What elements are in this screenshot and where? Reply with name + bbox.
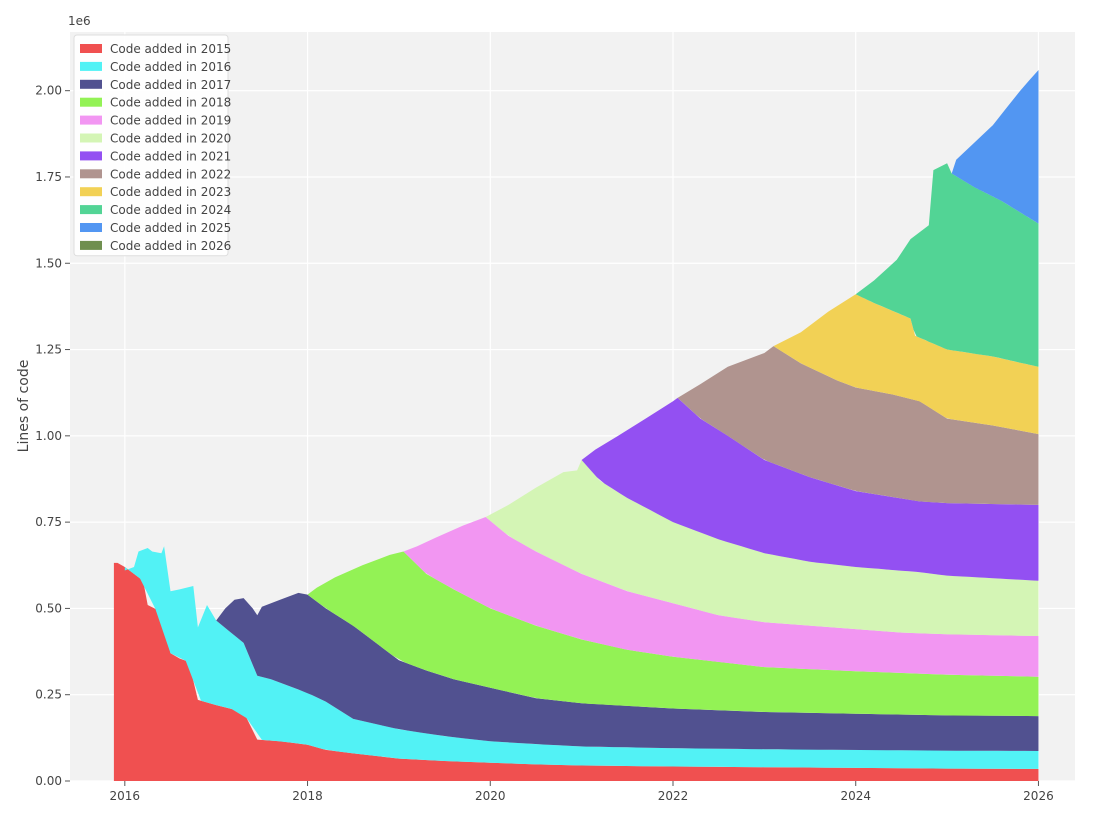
x-tick-label: 2020 [475, 789, 506, 803]
legend-swatch [80, 133, 102, 143]
legend-swatch [80, 79, 102, 89]
legend-swatch [80, 223, 102, 232]
y-tick-label: 1.50 [35, 256, 62, 270]
y-tick-label: 0.75 [35, 515, 62, 529]
x-tick-label: 2022 [658, 789, 689, 803]
axes: 2016 2018 2020 2022 2024 2026 0.00 0.25 0.50 0.75… [35, 84, 1053, 803]
legend-swatch [80, 187, 102, 197]
y-tick-label: 2.00 [35, 84, 62, 98]
y-tick-label: 1.00 [35, 429, 62, 443]
legend-label: Code added in 2025 [110, 221, 231, 235]
y-tick-label: 1.25 [35, 343, 62, 357]
x-tick-label: 2016 [110, 789, 141, 803]
area-series-2022 [677, 346, 1039, 505]
legend-swatch [80, 44, 102, 53]
area-series-2025 [951, 70, 1039, 224]
area-series-group [113, 70, 1039, 781]
legend-box [73, 34, 229, 257]
legend-label: Code added in 2022 [110, 167, 231, 181]
legend-label: Code added in 2024 [110, 203, 231, 217]
legend: Code added in 2015 Code added in 2016 Code… [73, 34, 231, 257]
legend-swatch [80, 115, 102, 125]
x-tick-label: 2018 [292, 789, 323, 803]
legend-swatch [80, 97, 102, 107]
legend-label: Code added in 2018 [110, 96, 231, 110]
area-series-2019 [403, 517, 1039, 677]
area-series-2024 [855, 163, 1039, 367]
legend-label: Code added in 2019 [110, 114, 231, 128]
y-tick-label: 0.25 [35, 688, 62, 702]
legend-swatch [80, 169, 102, 179]
area-series-2021 [581, 397, 1039, 581]
y-axis-label: Lines of code [16, 360, 32, 453]
legend-label: Code added in 2026 [110, 239, 231, 253]
y-tick-label: 1.75 [35, 170, 62, 184]
legend-label: Code added in 2017 [110, 78, 231, 92]
legend-label: Code added in 2020 [110, 132, 231, 146]
y-axis-multiplier: 1e6 [68, 14, 91, 28]
legend-label: Code added in 2023 [110, 185, 231, 199]
legend-swatch [80, 151, 102, 161]
x-tick-label: 2026 [1023, 789, 1054, 803]
area-series-2018 [307, 551, 1039, 717]
legend-label: Code added in 2015 [110, 42, 231, 56]
area-series-2017 [216, 592, 1039, 751]
x-tick-label: 2024 [840, 789, 871, 803]
area-series-2023 [773, 294, 1039, 435]
y-tick-label: 0.00 [35, 774, 62, 788]
legend-swatch [80, 61, 102, 71]
area-series-2020 [485, 460, 1039, 636]
legend-label: Code added in 2016 [110, 60, 231, 74]
legend-label: Code added in 2021 [110, 149, 231, 163]
legend-swatch [80, 205, 102, 215]
legend-swatch [80, 240, 102, 250]
y-tick-label: 0.50 [35, 601, 62, 615]
area-series-2015 [113, 562, 1039, 781]
